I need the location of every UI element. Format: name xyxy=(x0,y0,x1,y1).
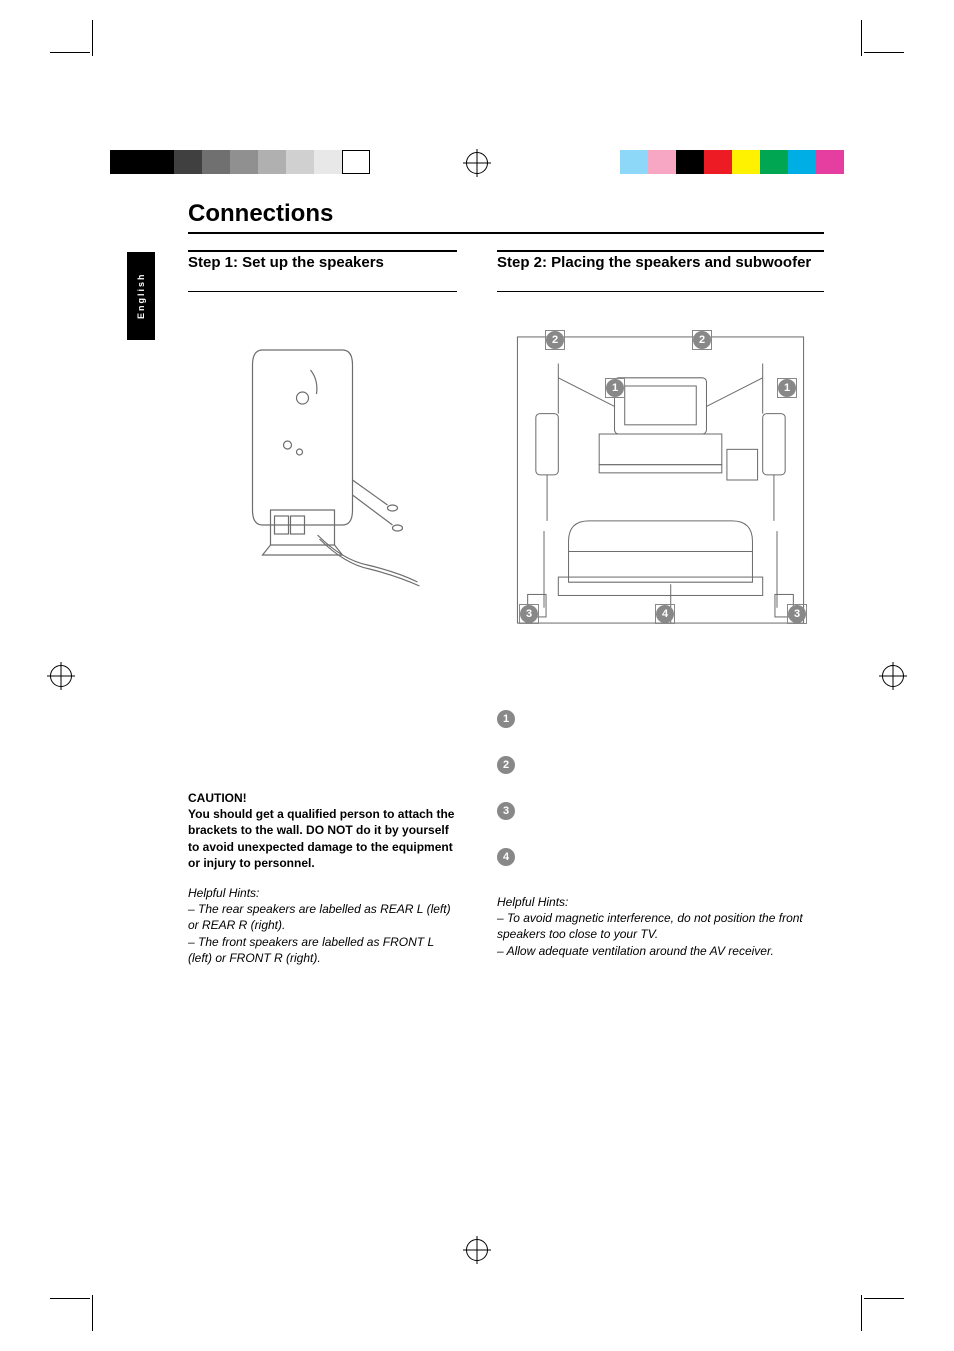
column-left: Step 1: Set up the speakers xyxy=(130,250,457,966)
placement-badge: 4 xyxy=(656,605,674,623)
color-swatch xyxy=(620,150,648,174)
placement-badge: 1 xyxy=(778,379,796,397)
crop-mark xyxy=(861,1295,862,1331)
hints-right: Helpful Hints: – To avoid magnetic inter… xyxy=(497,894,824,959)
caution-block: CAUTION! You should get a qualified pers… xyxy=(188,790,457,871)
caution-body: You should get a qualified person to att… xyxy=(188,806,457,871)
two-column-layout: Step 1: Set up the speakers xyxy=(130,250,824,966)
placement-badge-box: 4 xyxy=(655,604,675,624)
step-badge: 3 xyxy=(497,802,515,820)
registration-mark-icon xyxy=(882,665,904,687)
registration-mark-icon xyxy=(466,1239,488,1261)
color-swatch xyxy=(258,150,286,174)
color-swatch xyxy=(816,150,844,174)
crop-mark xyxy=(92,1295,93,1331)
placement-badge: 2 xyxy=(693,331,711,349)
placement-badge-box: 3 xyxy=(787,604,807,624)
placement-badge: 1 xyxy=(606,379,624,397)
crop-mark xyxy=(864,52,904,53)
step1-heading: Step 1: Set up the speakers xyxy=(188,250,457,292)
step2-heading: Step 2: Placing the speakers and subwoof… xyxy=(497,250,824,292)
doc-title: Connections xyxy=(188,200,824,234)
speaker-setup-figure xyxy=(188,310,457,610)
crop-mark xyxy=(864,1298,904,1299)
caution-title: CAUTION! xyxy=(188,790,457,806)
color-swatch xyxy=(286,150,314,174)
color-swatch xyxy=(704,150,732,174)
color-swatch xyxy=(202,150,230,174)
color-swatch xyxy=(230,150,258,174)
color-swatch xyxy=(314,150,342,174)
hint-item: – To avoid magnetic interference, do not… xyxy=(497,910,824,942)
placement-badge-box: 1 xyxy=(777,378,797,398)
room-placement-figure: 2 2 1 1 3 4 3 xyxy=(497,310,824,650)
hints-title: Helpful Hints: xyxy=(497,894,824,910)
placement-badge-box: 2 xyxy=(545,330,565,350)
crop-mark xyxy=(861,20,862,56)
color-bar-right xyxy=(620,150,844,174)
crop-mark xyxy=(50,1298,90,1299)
placement-badge-box: 2 xyxy=(692,330,712,350)
step-item: 1 xyxy=(497,710,824,728)
color-swatch xyxy=(788,150,816,174)
color-bar-left xyxy=(110,150,370,174)
registration-mark-icon xyxy=(50,665,72,687)
hint-item: – Allow adequate ventilation around the … xyxy=(497,943,824,959)
hints-left: Helpful Hints: – The rear speakers are l… xyxy=(188,885,457,966)
color-swatch xyxy=(732,150,760,174)
room-illustration-icon xyxy=(497,310,824,650)
speaker-illustration-icon xyxy=(188,310,457,610)
step-item: 4 xyxy=(497,848,824,866)
placement-steps: 1 2 3 4 xyxy=(497,710,824,866)
placement-badge: 2 xyxy=(546,331,564,349)
column-right: Step 2: Placing the speakers and subwoof… xyxy=(497,250,824,966)
color-swatch xyxy=(342,150,370,174)
color-swatch xyxy=(676,150,704,174)
placement-badge-box: 1 xyxy=(605,378,625,398)
color-swatch xyxy=(760,150,788,174)
crop-mark xyxy=(50,52,90,53)
color-swatch xyxy=(174,150,202,174)
hint-item: – The front speakers are labelled as FRO… xyxy=(188,934,457,966)
step-badge: 2 xyxy=(497,756,515,774)
placement-badge: 3 xyxy=(520,605,538,623)
crop-mark xyxy=(92,20,93,56)
placement-badge: 3 xyxy=(788,605,806,623)
color-swatch xyxy=(142,150,174,174)
step-item: 2 xyxy=(497,756,824,774)
step-badge: 4 xyxy=(497,848,515,866)
color-swatch xyxy=(110,150,142,174)
step-item: 3 xyxy=(497,802,824,820)
step-badge: 1 xyxy=(497,710,515,728)
hints-title: Helpful Hints: xyxy=(188,885,457,901)
page-content: English Connections Step 1: Set up the s… xyxy=(130,200,824,1231)
color-swatch xyxy=(648,150,676,174)
language-tab: English xyxy=(127,252,155,340)
hint-item: – The rear speakers are labelled as REAR… xyxy=(188,901,457,933)
registration-mark-icon xyxy=(466,152,488,174)
placement-badge-box: 3 xyxy=(519,604,539,624)
